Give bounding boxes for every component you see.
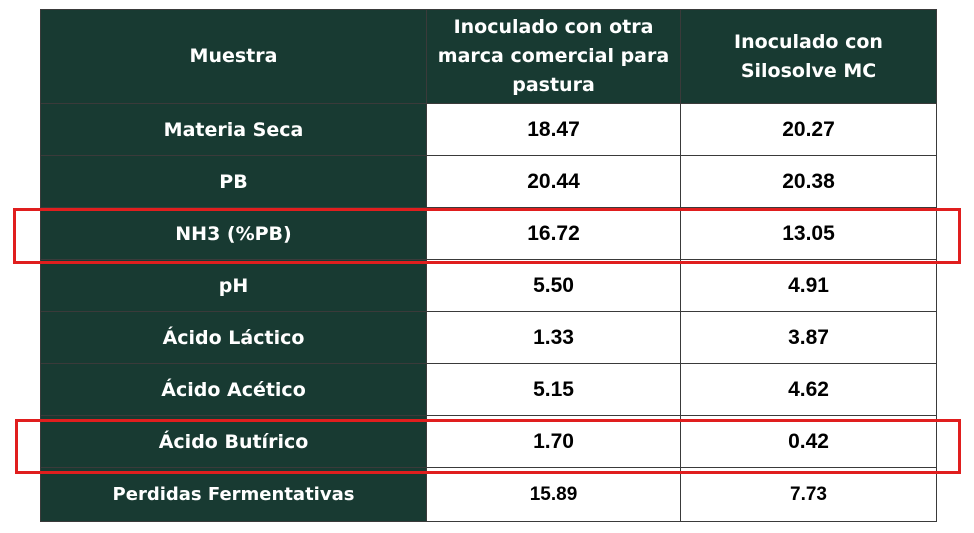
table-row: NH3 (%PB) 16.72 13.05 — [40, 207, 937, 260]
table-row: pH 5.50 4.91 — [40, 259, 937, 312]
row-label: Ácido Butírico — [40, 415, 427, 468]
value-silosolve: 13.05 — [680, 207, 937, 260]
value-silosolve: 4.91 — [680, 259, 937, 312]
value-otra-marca: 18.47 — [426, 103, 681, 156]
value-silosolve: 3.87 — [680, 311, 937, 364]
value-otra-marca: 5.50 — [426, 259, 681, 312]
value-silosolve: 20.38 — [680, 155, 937, 208]
table-row: Ácido Láctico 1.33 3.87 — [40, 311, 937, 364]
row-label: Materia Seca — [40, 103, 427, 156]
row-label: Perdidas Fermentativas — [40, 467, 427, 522]
value-silosolve: 4.62 — [680, 363, 937, 416]
table-row: Materia Seca 18.47 20.27 — [40, 103, 937, 156]
value-otra-marca: 16.72 — [426, 207, 681, 260]
value-otra-marca: 1.70 — [426, 415, 681, 468]
comparison-table: Muestra Inoculado con otra marca comerci… — [40, 9, 937, 522]
value-otra-marca: 5.15 — [426, 363, 681, 416]
header-muestra: Muestra — [40, 9, 427, 104]
header-row: Muestra Inoculado con otra marca comerci… — [40, 9, 937, 104]
row-label: pH — [40, 259, 427, 312]
table-row: Ácido Acético 5.15 4.62 — [40, 363, 937, 416]
value-otra-marca: 20.44 — [426, 155, 681, 208]
value-silosolve: 20.27 — [680, 103, 937, 156]
row-label: PB — [40, 155, 427, 208]
value-otra-marca: 15.89 — [426, 467, 681, 522]
table-row: PB 20.44 20.38 — [40, 155, 937, 208]
row-label: Ácido Acético — [40, 363, 427, 416]
value-silosolve: 0.42 — [680, 415, 937, 468]
table-row: Perdidas Fermentativas 15.89 7.73 — [40, 467, 937, 522]
row-label: Ácido Láctico — [40, 311, 427, 364]
row-label: NH3 (%PB) — [40, 207, 427, 260]
header-otra-marca: Inoculado con otra marca comercial para … — [426, 9, 681, 104]
value-otra-marca: 1.33 — [426, 311, 681, 364]
header-silosolve: Inoculado con Silosolve MC — [680, 9, 937, 104]
table-row: Ácido Butírico 1.70 0.42 — [40, 415, 937, 468]
value-silosolve: 7.73 — [680, 467, 937, 522]
